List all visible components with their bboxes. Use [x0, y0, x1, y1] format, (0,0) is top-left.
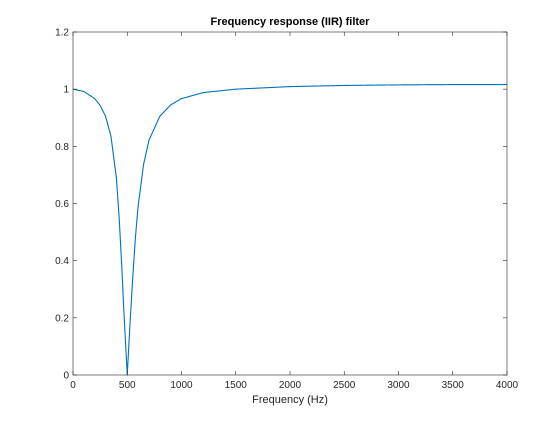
x-tick-label: 4000	[496, 380, 519, 391]
y-tick-label: 0	[63, 371, 69, 382]
y-tick-label: 0.4	[55, 256, 69, 267]
x-tick-label: 1000	[170, 380, 193, 391]
y-tick-label: 1.2	[55, 28, 69, 39]
x-tick-label: 0	[70, 380, 76, 391]
y-tick-label: 0.6	[55, 199, 69, 210]
y-axis-ticks: 0 0.2 0.4 0.6 0.8 1 1.2	[55, 28, 507, 382]
x-tick-label: 2000	[279, 380, 302, 391]
x-tick-label: 3000	[387, 380, 410, 391]
x-tick-label: 500	[119, 380, 136, 391]
y-tick-label: 1	[63, 85, 69, 96]
series-layer	[72, 84, 508, 376]
plot-area	[73, 32, 507, 375]
x-tick-label: 3500	[442, 380, 465, 391]
y-tick-label: 0.8	[55, 142, 69, 153]
chart-title: Frequency response (IIR) filter	[211, 16, 371, 28]
x-tick-label: 2500	[333, 380, 356, 391]
x-tick-label: 1500	[225, 380, 248, 391]
x-axis-label: Frequency (Hz)	[252, 394, 328, 406]
x-axis-ticks: 0 500 1000 1500 2000 2500 3000 3500 4000	[70, 32, 519, 391]
response-curve	[72, 84, 508, 376]
y-tick-label: 0.2	[55, 313, 69, 324]
